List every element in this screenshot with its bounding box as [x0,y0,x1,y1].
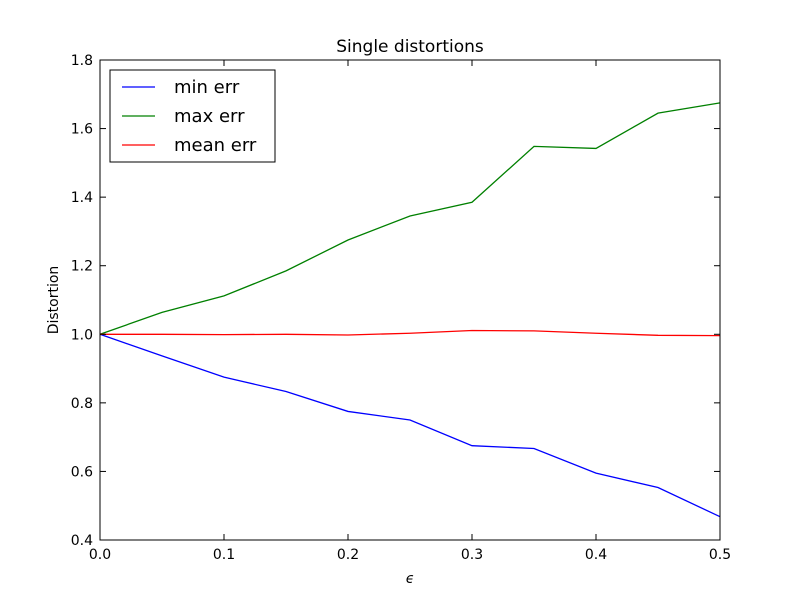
legend-label-max-err: max err [174,106,245,127]
plot-frame [99,59,721,541]
x-tick-label: 0.2 [337,547,359,563]
y-tick-label: 1.8 [71,53,93,69]
y-axis-label: Distortion [46,266,62,335]
y-tick-label: 0.8 [71,396,93,412]
x-tick-label: 0.1 [213,547,235,563]
x-axis-label: ϵ [406,571,415,587]
series-line-min-err [99,333,721,518]
chart-title: Single distortions [336,37,484,57]
x-tick-label: 0.4 [585,547,607,563]
y-tick-label: 1.6 [71,122,93,138]
legend: min err max err mean err [109,69,276,163]
y-tick-label: 1.2 [71,259,93,275]
x-tick-label: 0.0 [89,547,111,563]
ticks-layer: 0.0 0.1 0.2 0.3 0.4 0.5 0.4 0.6 0.8 1.0 1.2 1.4 1.6 1… [71,53,731,563]
y-tick-label: 0.6 [71,464,93,480]
x-tick-label: 0.3 [461,547,483,563]
x-tick-label: 0.5 [709,547,731,563]
y-tick-label: 0.4 [71,533,93,549]
series-line-max-err [99,102,721,335]
series-layer [99,102,721,518]
legend-label-min-err: min err [174,77,240,98]
series-line-mean-err [100,329,721,337]
y-tick-label: 1.0 [71,327,93,343]
legend-label-mean-err: mean err [174,135,257,156]
y-tick-label: 1.4 [71,190,93,206]
